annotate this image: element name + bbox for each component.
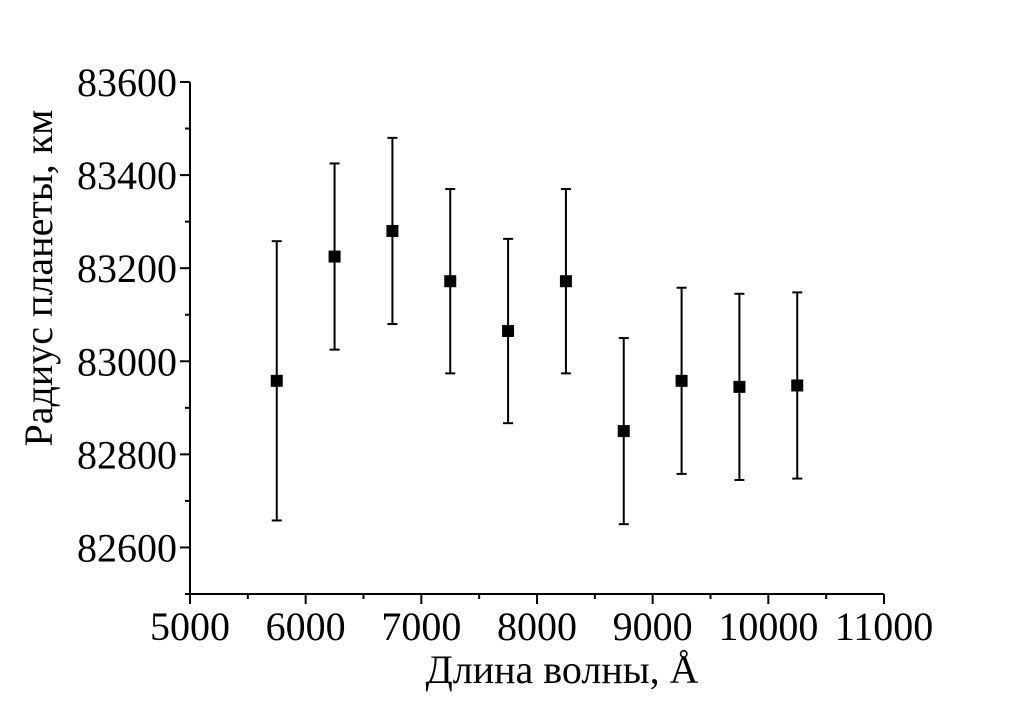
- y-tick-label: 82800: [77, 432, 177, 477]
- y-axis-title: Радиус планеты, км: [16, 110, 61, 447]
- data-point-marker: [791, 379, 804, 392]
- x-ticks: 5000 6000 7000 8000 9000 10000 11000: [150, 594, 933, 649]
- data-point-marker: [328, 250, 341, 263]
- data-point-marker: [617, 425, 630, 438]
- data-points: [270, 136, 804, 526]
- x-tick-label: 5000: [150, 604, 230, 649]
- data-point-group: [675, 286, 688, 475]
- y-tick-label: 83000: [77, 339, 177, 384]
- data-point-group: [386, 136, 399, 326]
- data-point-group: [444, 188, 457, 375]
- y-ticks: 82600 82800 83000 83200 83400 83600: [77, 60, 190, 595]
- x-axis: 5000 6000 7000 8000 9000 10000 11000: [150, 593, 933, 649]
- data-point-group: [617, 337, 630, 526]
- x-tick-label: 7000: [381, 604, 461, 649]
- data-point-marker: [675, 374, 688, 387]
- data-point-group: [733, 292, 746, 481]
- data-point-group: [559, 188, 572, 375]
- x-tick-label: 10000: [718, 604, 818, 649]
- data-point-marker: [733, 380, 746, 393]
- y-tick-label: 83400: [77, 153, 177, 198]
- x-tick-label: 8000: [497, 604, 577, 649]
- data-point-marker: [444, 275, 457, 288]
- x-tick-label: 9000: [613, 604, 693, 649]
- data-point-marker: [502, 325, 515, 338]
- x-tick-label: 11000: [835, 604, 934, 649]
- x-tick-label: 6000: [266, 604, 346, 649]
- data-point-group: [328, 162, 341, 351]
- y-axis: 82600 82800 83000 83200 83400 83600: [77, 60, 191, 595]
- data-point-marker: [270, 374, 283, 387]
- y-tick-label: 82600: [77, 525, 177, 570]
- data-point-marker: [386, 224, 399, 237]
- x-axis-title: Длина волны, Å: [425, 647, 698, 692]
- y-tick-label: 83200: [77, 246, 177, 291]
- data-point-group: [791, 291, 804, 480]
- data-point-marker: [559, 275, 572, 288]
- y-tick-label: 83600: [77, 60, 177, 105]
- data-point-group: [502, 237, 515, 425]
- data-point-group: [270, 240, 283, 522]
